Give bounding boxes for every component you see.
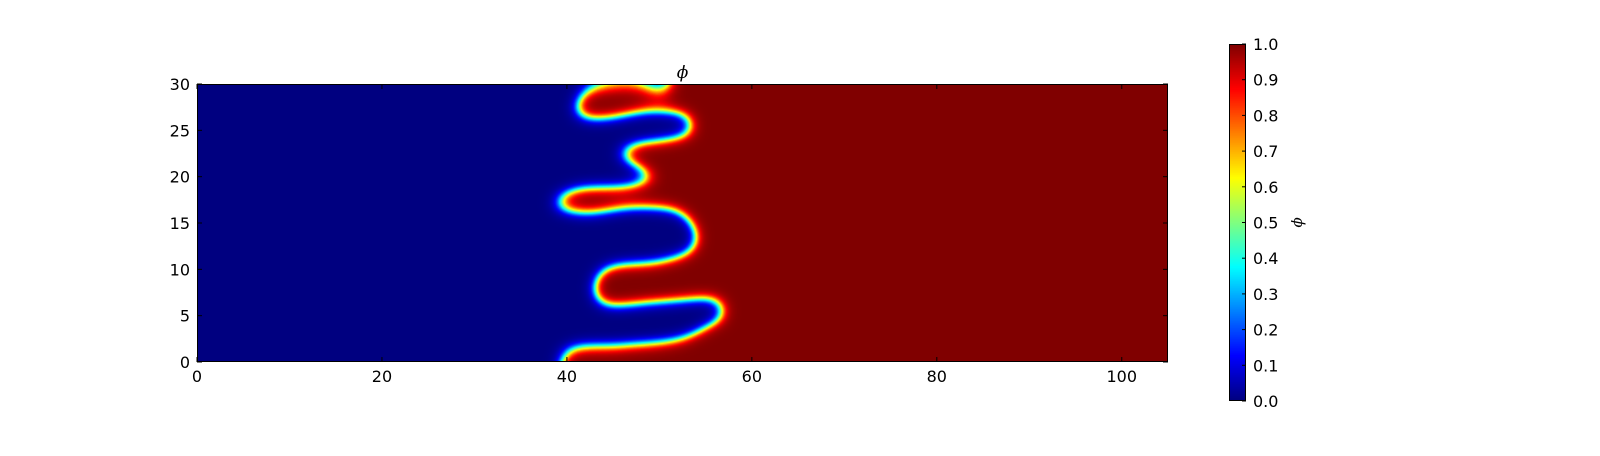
colorbar-tick-label: 1.0 (1253, 35, 1278, 54)
colorbar-tick-label: 0.0 (1253, 392, 1278, 411)
colorbar-tick-label: 0.3 (1253, 285, 1278, 304)
x-tick-label: 0 (192, 367, 202, 386)
colorbar-tick-label: 0.7 (1253, 142, 1278, 161)
y-tick-label: 30 (170, 75, 190, 94)
colorbar-tick-label: 0.6 (1253, 178, 1278, 197)
colorbar-tick-label: 0.1 (1253, 356, 1278, 375)
colorbar-label: ϕ (1290, 217, 1308, 227)
y-tick-label: 20 (170, 168, 190, 187)
plot-title: ϕ (677, 63, 689, 83)
colorbar-tick-label: 0.8 (1253, 106, 1278, 125)
y-tick-label: 0 (180, 353, 190, 372)
heatmap-axes: ϕ 0 20 40 60 80 100 0 5 10 15 20 25 30 (170, 63, 1168, 386)
x-tick-label: 60 (742, 367, 762, 386)
x-axis: 0 20 40 60 80 100 (192, 84, 1137, 386)
colorbar-ticks: 0.0 0.1 0.2 0.3 0.4 0.5 0.6 0.7 0.8 0.9 1.0 (1242, 35, 1278, 411)
y-tick-label: 15 (170, 214, 190, 233)
y-tick-label: 25 (170, 121, 190, 140)
x-tick-label: 100 (1106, 367, 1137, 386)
x-tick-label: 40 (557, 367, 577, 386)
colorbar-gradient (1229, 44, 1246, 401)
colorbar-tick-label: 0.4 (1253, 249, 1278, 268)
y-axis: 0 5 10 15 20 25 30 (170, 75, 1168, 372)
phi-field-heatmap (197, 84, 1168, 362)
colorbar-tick-label: 0.9 (1253, 71, 1278, 90)
x-tick-label: 80 (927, 367, 947, 386)
y-tick-label: 10 (170, 260, 190, 279)
colorbar-tick-label: 0.5 (1253, 214, 1278, 233)
colorbar-tick-label: 0.2 (1253, 321, 1278, 340)
colorbar: 0.0 0.1 0.2 0.3 0.4 0.5 0.6 0.7 0.8 0.9 1.0 ϕ (1229, 35, 1308, 411)
x-tick-label: 20 (372, 367, 392, 386)
y-tick-label: 5 (180, 307, 190, 326)
